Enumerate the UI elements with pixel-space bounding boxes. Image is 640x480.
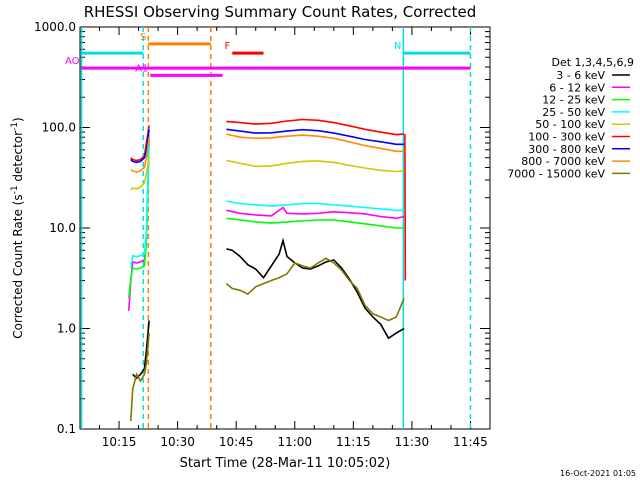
series-line	[130, 134, 150, 269]
legend-label: 50 - 100 keV	[535, 118, 605, 131]
series-line	[130, 333, 150, 422]
series-lines	[128, 118, 407, 422]
series-line	[226, 159, 405, 173]
series-line	[130, 129, 150, 164]
y-tick-label: 100.0	[42, 121, 76, 135]
chart-title: RHESSI Observing Summary Count Rates, Co…	[84, 3, 477, 21]
y-tick-label: 0.1	[57, 422, 76, 436]
legend-title: Det 1,3,4,5,6,9	[551, 56, 634, 69]
flag-label: S	[140, 32, 146, 43]
series-line	[226, 133, 405, 153]
series-line	[226, 217, 405, 229]
legend-label: 25 - 50 keV	[542, 106, 605, 119]
plot-frame	[79, 26, 491, 430]
x-tick-label: 10:30	[160, 435, 195, 449]
flag-label: F	[225, 41, 231, 52]
y-tick-label: 1000.0	[34, 20, 76, 34]
x-tick-label: 11:00	[277, 435, 312, 449]
series-line	[226, 237, 405, 340]
legend-label: 6 - 12 keV	[549, 81, 605, 94]
legend-label: 7000 - 15000 keV	[507, 167, 605, 180]
y-axis-label: Corrected Count Rate (s-1 detector-1)	[10, 117, 25, 338]
legend-label: 100 - 300 keV	[528, 131, 605, 144]
x-tick-label: 10:15	[102, 435, 137, 449]
legend-label: 3 - 6 keV	[556, 69, 605, 82]
series-line	[226, 118, 405, 136]
y-tick-label: 1.0	[57, 322, 76, 336]
x-axis-label: Start Time (28-Mar-11 10:05:02)	[180, 456, 391, 471]
series-line	[132, 320, 150, 380]
flag-label: N	[394, 41, 401, 52]
axis-ticks: 10:15 10:30 10:45 11:00 11:15 11:30 11:45 0.1 1.…	[34, 20, 490, 449]
flag-bars: S N F AO A1	[65, 32, 471, 77]
series-line	[130, 125, 150, 162]
series-line	[226, 200, 405, 212]
series-line	[225, 257, 405, 322]
series-line	[226, 206, 405, 220]
timestamp: 16-Oct-2021 01:05	[560, 469, 636, 478]
series-line	[226, 128, 405, 146]
x-tick-label: 11:15	[336, 435, 371, 449]
legend-label: 12 - 25 keV	[542, 94, 605, 107]
series-line	[130, 157, 150, 191]
y-tick-label: 10.0	[49, 221, 76, 235]
flag-label: A1	[135, 63, 148, 74]
series-line	[130, 137, 150, 173]
legend-label: 800 - 7000 keV	[521, 155, 605, 168]
vertical-markers	[80, 27, 472, 429]
x-tick-label: 11:45	[453, 435, 488, 449]
x-tick-label: 10:45	[219, 435, 254, 449]
legend-label: 300 - 800 keV	[528, 143, 605, 156]
x-tick-label: 11:30	[395, 435, 430, 449]
series-line	[128, 143, 150, 299]
flag-label: AO	[65, 56, 80, 67]
